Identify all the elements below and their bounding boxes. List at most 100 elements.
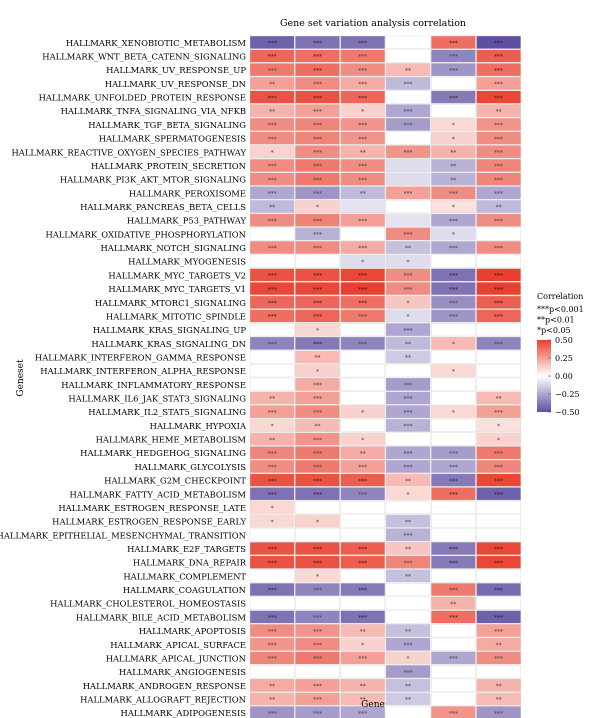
significance-marker: * [407,314,410,321]
heatmap-cell [249,227,295,241]
heatmap-cell [295,309,340,323]
heatmap-cell [476,487,521,501]
heatmap-cell [431,117,476,131]
significance-marker: *** [494,136,503,143]
heatmap-cell [340,145,386,159]
heatmap-cell [385,158,431,172]
significance-marker: * [452,232,455,239]
heatmap-cell [476,199,521,214]
heatmap-cell [295,63,340,77]
heatmap-cell [340,364,386,378]
heatmap-cell [385,76,431,90]
significance-marker: *** [404,396,413,403]
significance-marker: *** [449,67,458,74]
significance-marker: *** [494,149,503,156]
heatmap-cell [476,569,521,583]
significance-marker: * [271,519,274,526]
heatmap-cell [476,678,521,692]
heatmap-cell [431,500,476,514]
heatmap-cell [295,90,340,104]
row-label: HALLMARK_UNFOLDED_PROTEIN_RESPONSE [39,93,246,104]
significance-marker: *** [494,409,503,416]
heatmap-cell [340,104,386,118]
significance-marker: * [407,491,410,498]
heatmap-cell [476,473,521,487]
significance-marker: *** [313,108,322,115]
significance-marker: *** [313,218,322,225]
significance-marker: *** [494,273,503,280]
heatmap-cell [249,254,295,268]
row-label: HALLMARK_PROTEIN_SECRETION [91,161,246,172]
heatmap-cell [249,199,295,214]
heatmap-cell [431,678,476,692]
heatmap-cell [431,364,476,378]
significance-marker: *** [268,163,277,170]
heatmap-cell [431,391,476,405]
significance-marker: *** [313,491,322,498]
heatmap-cell [249,63,295,77]
heatmap-cell [476,624,521,638]
significance-marker: *** [358,478,367,485]
heatmap-cell [295,583,340,597]
heatmap-cell [295,487,340,501]
heatmap-cell [476,692,521,706]
significance-marker: *** [494,615,503,622]
significance-marker: ** [360,149,366,156]
heatmap-cell [385,364,431,378]
heatmap-cell [476,665,521,679]
heatmap-cell [385,596,431,610]
row-label: HALLMARK_OXIDATIVE_PHOSPHORYLATION [45,229,246,240]
significance-marker: ** [405,519,411,526]
heatmap-cell [385,199,431,214]
significance-marker: *** [404,232,413,239]
heatmap-cell [249,706,295,718]
heatmap-cell [295,473,340,487]
row-label: HALLMARK_COMPLEMENT [123,571,246,582]
significance-marker: *** [494,67,503,74]
heatmap-cell [476,104,521,118]
significance-marker: *** [313,67,322,74]
significance-marker: *** [313,136,322,143]
heatmap-cell [249,405,295,419]
heatmap-cell [385,282,431,296]
row-label: HALLMARK_MYC_TARGETS_V2 [108,270,246,281]
significance-marker: ** [496,108,502,115]
heatmap-cell [476,637,521,651]
heatmap-cell [476,213,521,227]
row-label: HALLMARK_EPITHELIAL_MESENCHYMAL_TRANSITI… [0,530,246,541]
significance-marker: *** [313,81,322,88]
significance-marker: *** [404,108,413,115]
heatmap-cell [385,555,431,569]
significance-marker: *** [313,300,322,307]
significance-marker: *** [313,314,322,321]
colorbar-tick-label: 0.50 [555,336,573,345]
significance-marker: *** [449,491,458,498]
significance-marker: *** [313,286,322,293]
heatmap-cell [249,596,295,610]
heatmap-cell [385,610,431,624]
row-label: HALLMARK_MITOTIC_SPINDLE [106,311,246,322]
chart-title: Gene set variation analysis correlation [280,18,466,29]
significance-marker: *** [313,122,322,129]
heatmap-cell [295,432,340,446]
significance-marker: *** [358,136,367,143]
heatmap-cell [340,76,386,90]
heatmap-cell [431,637,476,651]
significance-marker: ** [450,163,456,170]
y-axis-label: Geneset [16,359,26,397]
significance-legend-entry: ***p<0.001 [537,305,584,314]
significance-marker: *** [313,478,322,485]
heatmap-cell [385,528,431,542]
heatmap-cell [431,665,476,679]
heatmap-cell [340,240,386,255]
heatmap-cell [476,323,521,337]
row-label: HALLMARK_COAGULATION [123,585,246,596]
significance-marker: *** [449,560,458,567]
heatmap-cell [431,651,476,665]
heatmap-cell [385,227,431,241]
heatmap-cell [431,104,476,118]
heatmap-cell [249,555,295,569]
significance-marker: *** [494,450,503,457]
heatmap-cell [295,364,340,378]
